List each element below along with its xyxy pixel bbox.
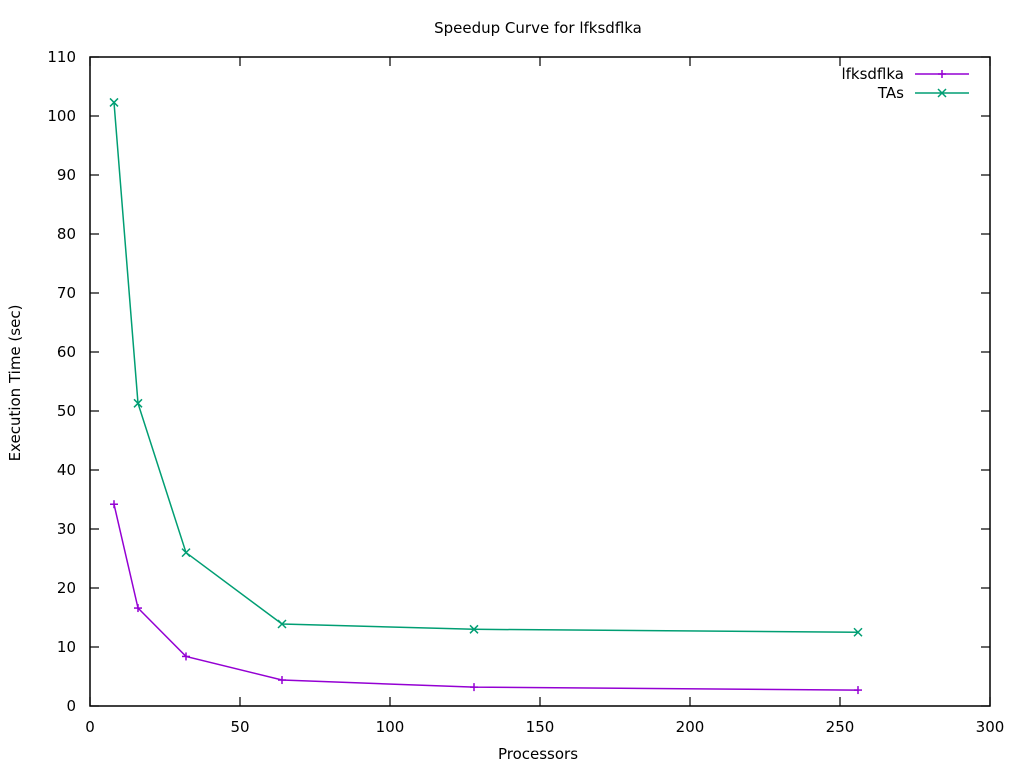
data-point-lfksdflka [278,676,286,685]
data-point-tas [109,97,119,107]
y-tick-label: 110 [47,48,76,66]
data-point-tas [853,627,863,637]
x-tick-label: 250 [826,718,855,736]
x-axis-ticks: 0 50 100 150 200 250 300 [85,57,1004,736]
data-point-tas-d2 [181,548,191,558]
chart-title: Speedup Curve for lfksdflka [434,19,642,37]
data-point-lfksdflka [110,500,118,509]
data-point-tas-d2 [133,398,143,408]
legend-marker-lfksdflka [938,70,946,78]
data-point-tas-d2 [277,619,287,629]
x-tick-label: 0 [85,718,95,736]
series-line-tas [113,102,859,633]
data-point-lfksdflka [470,683,478,692]
y-tick-label: 30 [57,520,76,538]
legend-label-lfksdflka: lfksdflka [841,65,904,83]
data-point-lfksdflka [854,686,862,695]
y-axis-ticks: 0 10 20 30 40 50 60 70 80 90 100 110 [47,48,990,715]
x-tick-label: 50 [230,718,249,736]
data-point-tas-d2 [109,97,119,107]
data-point-lfksdflka [134,604,142,613]
x-tick-label: 100 [376,718,405,736]
data-point-tas-d2 [853,627,863,637]
x-tick-label: 300 [976,718,1005,736]
data-point-tas [469,624,479,634]
y-tick-label: 20 [57,579,76,597]
x-tick-label: 150 [526,718,555,736]
x-tick-label: 200 [676,718,705,736]
y-tick-label: 100 [47,107,76,125]
y-tick-label: 50 [57,402,76,420]
y-tick-label: 80 [57,225,76,243]
legend-marker-tas [937,88,947,98]
y-axis-title: Execution Time (sec) [6,305,24,462]
data-point-tas [133,398,143,408]
data-point-lfksdflka [182,652,190,661]
data-point-tas [277,619,287,629]
y-tick-label: 90 [57,166,76,184]
series-line-lfksdflka [113,504,859,691]
y-tick-label: 10 [57,638,76,656]
legend-marker-tas-d2 [937,88,947,98]
plot-frame [89,56,991,707]
series-layer [109,97,863,695]
data-point-tas [181,548,191,558]
y-tick-label: 40 [57,461,76,479]
legend-label-tas: TAs [877,84,904,102]
y-tick-label: 60 [57,343,76,361]
y-tick-label: 70 [57,284,76,302]
data-point-tas-d2 [469,624,479,634]
x-axis-title: Processors [498,745,578,763]
y-tick-label: 0 [66,697,76,715]
